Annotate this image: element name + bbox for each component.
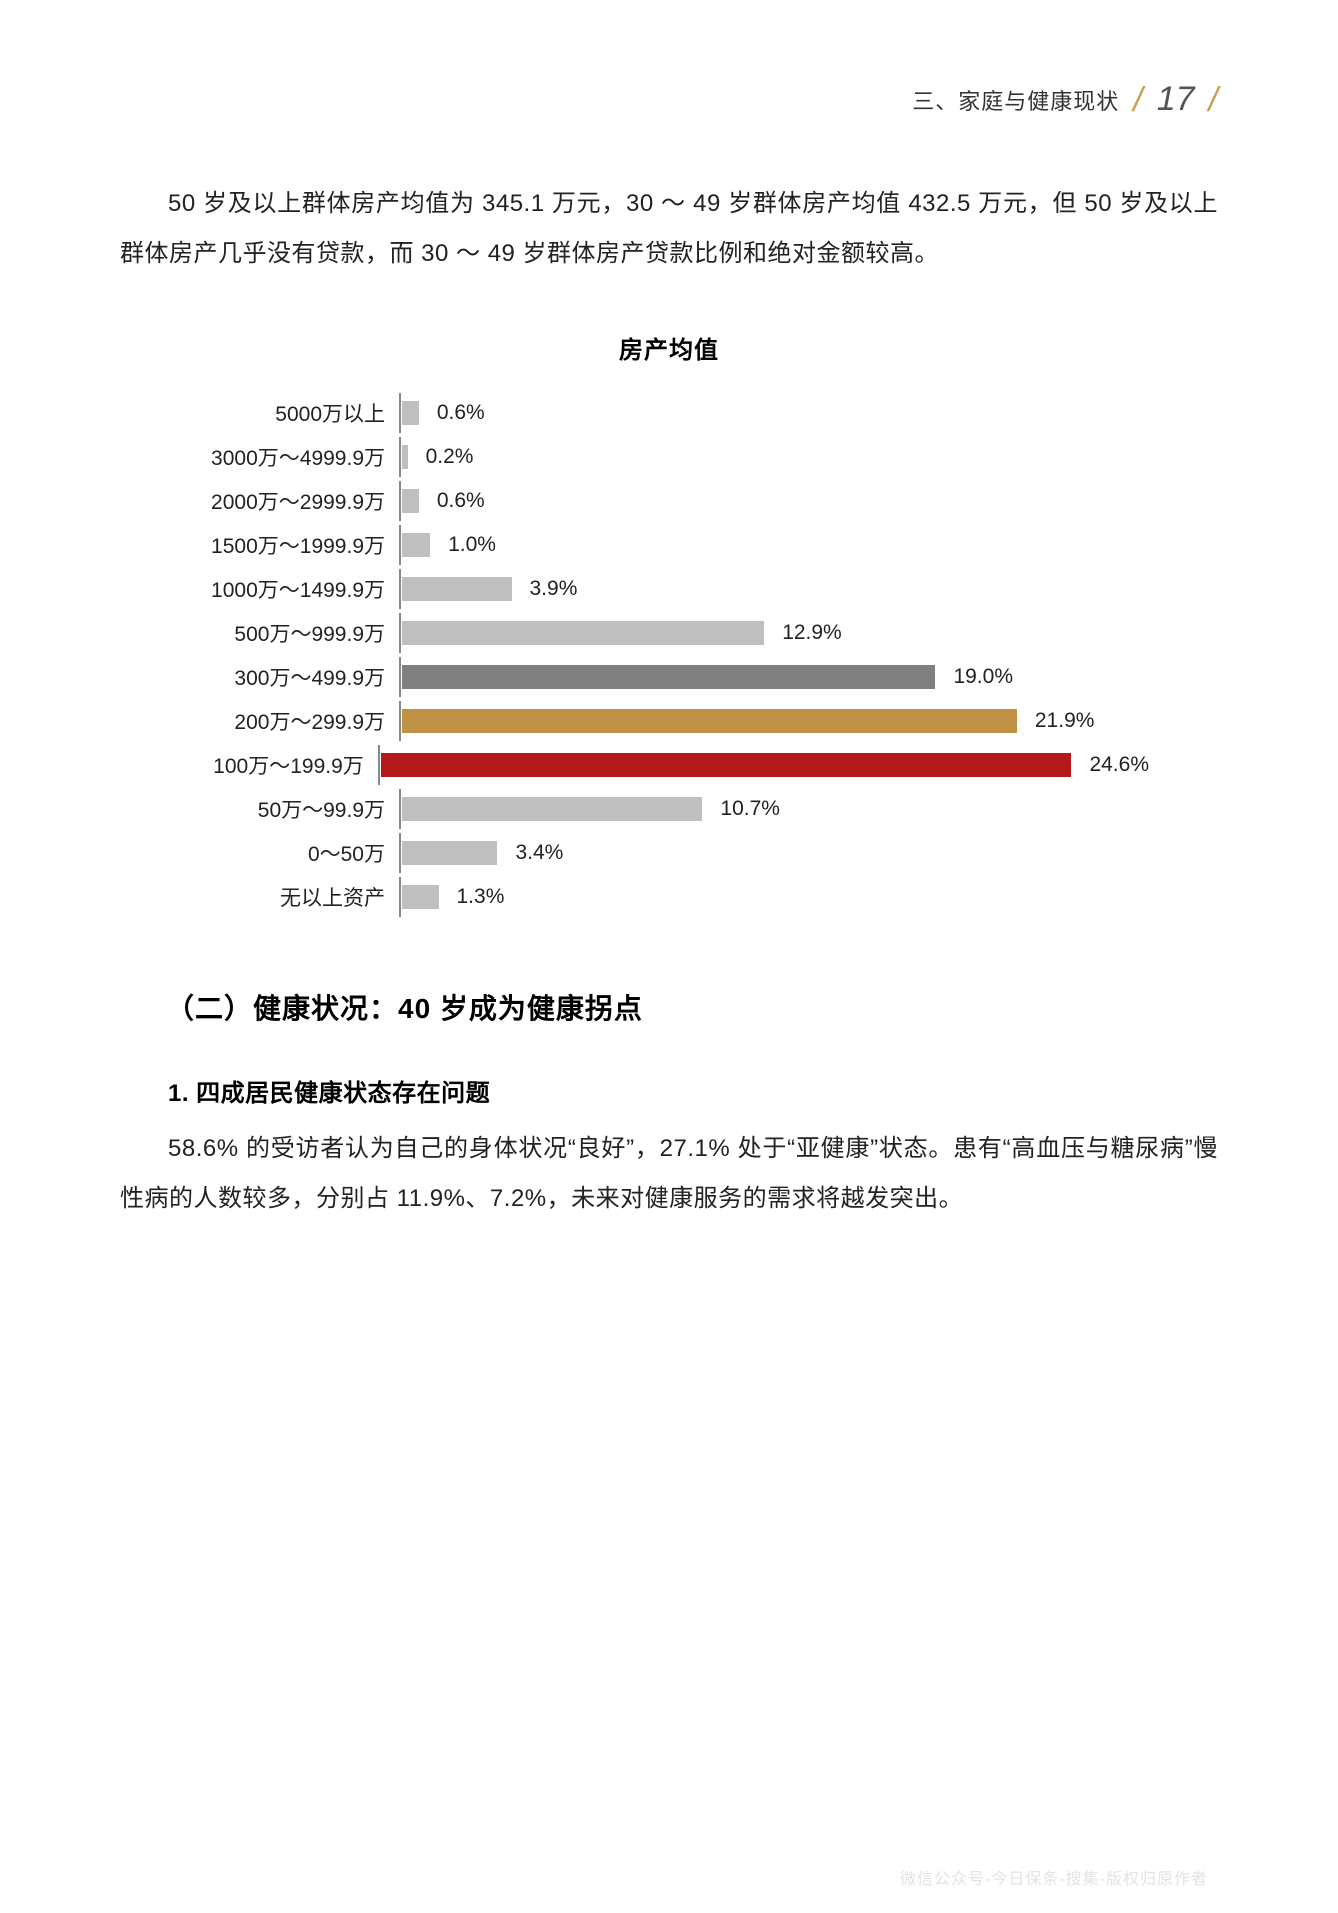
divider-slash: / — [1133, 83, 1142, 117]
bar-row: 1500万～1999.9万 1.0% — [189, 525, 1149, 565]
bar-track: 21.9% — [399, 701, 1149, 741]
bar-row: 1000万～1499.9万 3.9% — [189, 569, 1149, 609]
bar-row: 5000万以上 0.6% — [189, 393, 1149, 433]
bar-fill — [402, 797, 702, 821]
bar-track: 0.6% — [399, 481, 1149, 521]
watermark: 微信公众号-今日保条-搜集-版权归原作者 — [900, 1865, 1208, 1889]
bar-chart: 5000万以上 0.6% 3000万～4999.9万 0.2% 2000万～2999.9… — [189, 393, 1149, 917]
bar-row: 3000万～4999.9万 0.2% — [189, 437, 1149, 477]
bar-value: 21.9% — [1035, 709, 1095, 733]
bar-fill — [402, 445, 408, 469]
page-header: 三、家庭与健康现状 / 17 / — [120, 80, 1218, 119]
bar-fill — [402, 841, 497, 865]
bar-row: 500万～999.9万 12.9% — [189, 613, 1149, 653]
bar-fill — [402, 709, 1017, 733]
bar-track: 1.3% — [399, 877, 1149, 917]
bar-value: 0.2% — [426, 445, 474, 469]
bar-track: 19.0% — [399, 657, 1149, 697]
bar-label: 300万～499.9万 — [189, 662, 399, 692]
bar-fill — [402, 577, 512, 601]
divider-slash: / — [1209, 83, 1218, 117]
bar-track: 1.0% — [399, 525, 1149, 565]
bar-value: 10.7% — [720, 797, 780, 821]
bar-row: 0～50万 3.4% — [189, 833, 1149, 873]
bar-label: 200万～299.9万 — [189, 706, 399, 736]
bar-track: 3.4% — [399, 833, 1149, 873]
bar-label: 50万～99.9万 — [189, 794, 399, 824]
bar-track: 10.7% — [399, 789, 1149, 829]
bar-fill — [402, 489, 419, 513]
bar-label: 3000万～4999.9万 — [189, 442, 399, 472]
bar-value: 19.0% — [953, 665, 1013, 689]
bar-fill — [402, 885, 439, 909]
page-number: 17 — [1157, 80, 1195, 119]
report-page: 三、家庭与健康现状 / 17 / 50 岁及以上群体房产均值为 345.1 万元… — [0, 0, 1338, 1913]
bar-row: 100万～199.9万 24.6% — [189, 745, 1149, 785]
bar-label: 0～50万 — [189, 838, 399, 868]
bar-value: 24.6% — [1089, 753, 1149, 777]
bar-track: 3.9% — [399, 569, 1149, 609]
bar-value: 3.9% — [530, 577, 578, 601]
bar-label: 2000万～2999.9万 — [189, 486, 399, 516]
bar-row: 200万～299.9万 21.9% — [189, 701, 1149, 741]
bar-value: 1.0% — [448, 533, 496, 557]
bar-label: 5000万以上 — [189, 398, 399, 428]
health-paragraph: 58.6% 的受访者认为自己的身体状况“良好”，27.1% 处于“亚健康”状态。… — [120, 1124, 1218, 1225]
subsection-heading: 1. 四成居民健康状态存在问题 — [168, 1073, 1218, 1108]
bar-value: 0.6% — [437, 489, 485, 513]
chart-title: 房产均值 — [120, 330, 1218, 365]
bar-label: 500万～999.9万 — [189, 618, 399, 648]
bar-label: 1000万～1499.9万 — [189, 574, 399, 604]
bar-fill — [381, 753, 1072, 777]
bar-track: 0.2% — [399, 437, 1149, 477]
bar-label: 100万～199.9万 — [189, 750, 378, 780]
bar-label: 1500万～1999.9万 — [189, 530, 399, 560]
bar-fill — [402, 533, 430, 557]
bar-value: 0.6% — [437, 401, 485, 425]
section-label: 三、家庭与健康现状 — [912, 84, 1119, 116]
bar-track: 24.6% — [378, 745, 1149, 785]
bar-value: 1.3% — [457, 885, 505, 909]
bar-fill — [402, 665, 935, 689]
bar-fill — [402, 401, 419, 425]
bar-label: 无以上资产 — [189, 882, 399, 912]
bar-value: 12.9% — [782, 621, 842, 645]
bar-track: 12.9% — [399, 613, 1149, 653]
bar-value: 3.4% — [515, 841, 563, 865]
section-heading: （二）健康状况：40 岁成为健康拐点 — [166, 987, 1218, 1027]
bar-fill — [402, 621, 764, 645]
bar-row: 300万～499.9万 19.0% — [189, 657, 1149, 697]
bar-row: 2000万～2999.9万 0.6% — [189, 481, 1149, 521]
bar-track: 0.6% — [399, 393, 1149, 433]
intro-paragraph: 50 岁及以上群体房产均值为 345.1 万元，30 ～ 49 岁群体房产均值 … — [120, 179, 1218, 280]
bar-row: 无以上资产 1.3% — [189, 877, 1149, 917]
bar-row: 50万～99.9万 10.7% — [189, 789, 1149, 829]
